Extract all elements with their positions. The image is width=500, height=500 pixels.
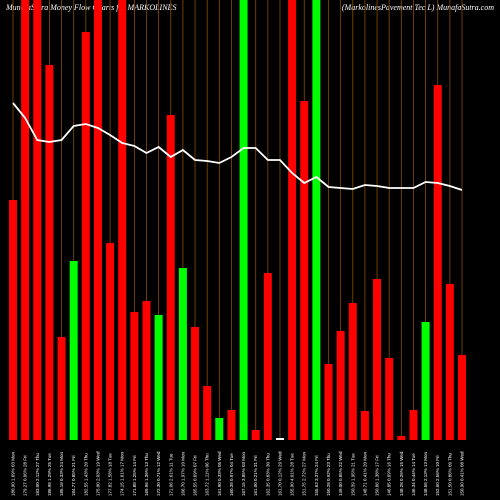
x-tick-label: 150.90 0.41% 08 Wed (460, 451, 465, 496)
bar (93, 0, 102, 440)
bar (227, 410, 236, 440)
x-tick-label: 148.28 0.26% 15 Wed (399, 451, 404, 496)
bar (69, 261, 78, 440)
x-tick-label: 148.71 0.41% 20 Mon (362, 451, 367, 496)
x-tick-label: 155.63 3.37% 24 Fri (314, 455, 319, 496)
x-tick-label: 163.72 1.11% 06 Thu (205, 453, 210, 496)
bar (239, 0, 248, 440)
x-tick-label: 149.00 0.85% 22 Wed (338, 451, 343, 496)
x-tick-label: 172.30 0.71% 12 Wed (156, 451, 161, 496)
bar (433, 85, 442, 440)
x-tick-label: 148.56 2.13% 13 Mon (423, 451, 428, 496)
x-tick-label: 162.35 0.83% 30 Thu (265, 453, 270, 496)
price-line (12, 102, 463, 191)
chart-title: MunafaSutra Money Flow Charts for MARKOL… (5, 3, 176, 12)
bar (215, 418, 224, 440)
bar (409, 410, 418, 440)
x-tick-label: 150.39 1.95% 21 Tue (350, 453, 355, 496)
bar (130, 312, 139, 440)
x-tick-label: 150.28 0.92% 23 Thu (326, 453, 331, 496)
x-tick-label: 155.90 4.01% 28 Tue (290, 453, 295, 496)
x-tick-label: 171.88 1.25% 14 Fri (132, 455, 137, 496)
bar (445, 284, 454, 440)
bar (336, 331, 345, 440)
bar (191, 327, 200, 440)
grid (12, 0, 463, 440)
bar (300, 101, 309, 440)
x-tick-label: 186.98 1.29% 25 Tue (47, 453, 52, 496)
x-tick-label: 151.75 2.72% 27 Mon (302, 451, 307, 496)
x-tick-label: 180.90 1.69% 03 Mon (11, 451, 16, 496)
x-tick-label: 146.85 0.69% 16 Thu (387, 453, 392, 496)
bar (81, 32, 90, 440)
bar (263, 273, 272, 440)
bar (397, 436, 406, 440)
x-tick-label: 177.82 1.58% 18 Tue (108, 453, 113, 496)
bar (312, 0, 321, 440)
bar (118, 0, 127, 440)
x-tick-label: 151.50 0.86% 09 Thu (447, 453, 452, 496)
x-tick-label: 166.70 1.97% 10 Mon (180, 451, 185, 496)
x-tick-label: 160.38 0.97% 04 Tue (229, 453, 234, 496)
x-tick-label: 171.06 2.61% 11 Tue (168, 453, 173, 496)
x-tick-label: 165.55 0.69% 07 Fri (193, 455, 198, 496)
bar (275, 438, 284, 440)
bar (203, 386, 212, 440)
bar (385, 358, 394, 440)
x-tick-label: 183.00 2.12% 27 Thu (35, 453, 40, 496)
bar (154, 315, 163, 440)
bar (458, 355, 466, 440)
x-tick-label: 150.86 1.38% 17 Fri (375, 455, 380, 496)
x-tick-label: 185.18 0.33% 24 Mon (59, 451, 64, 496)
bar (360, 411, 369, 440)
bar (324, 364, 333, 440)
bar (45, 65, 54, 440)
x-tick-label: 184.77 0.85% 21 Fri (71, 455, 76, 496)
x-tick-label: 167.15 3.85% 03 Mon (241, 451, 246, 496)
bar (21, 0, 30, 440)
bar (33, 0, 42, 440)
bar (288, 0, 297, 440)
chart-subtitle: (MarkolinesPavement Tec L) MunafaSutra.c… (342, 3, 494, 12)
x-tick-label: 152.50 2.56% 10 Fri (435, 455, 440, 496)
x-tick-label: 182.55 1.43% 20 Thu (83, 453, 88, 496)
bar (251, 430, 260, 440)
bar (373, 279, 382, 440)
bar (178, 268, 187, 440)
bar (166, 115, 175, 440)
x-tick-label: 146.34 0.44% 14 Tue (411, 453, 416, 496)
bar (57, 337, 66, 440)
x-tick-label: 174.15 1.61% 17 Mon (120, 451, 125, 496)
bar (142, 301, 151, 440)
x-tick-label: 169.96 1.36% 13 Thu (144, 453, 149, 496)
bar (348, 303, 357, 440)
bars (9, 0, 466, 440)
x-tick-label: 175.00 2.03% 19 Wed (95, 451, 100, 496)
x-tick-label: 161.70 0.12% 29 Wed (277, 451, 282, 496)
bar (421, 322, 430, 440)
x-tick-label: 179.27 0.96% 28 Fri (23, 455, 28, 496)
x-tick-label: 161.90 0.33% 05 Wed (217, 451, 222, 496)
x-tick-label: 161.00 0.21% 31 Fri (253, 455, 258, 496)
bar (9, 200, 17, 440)
bar (106, 243, 115, 440)
